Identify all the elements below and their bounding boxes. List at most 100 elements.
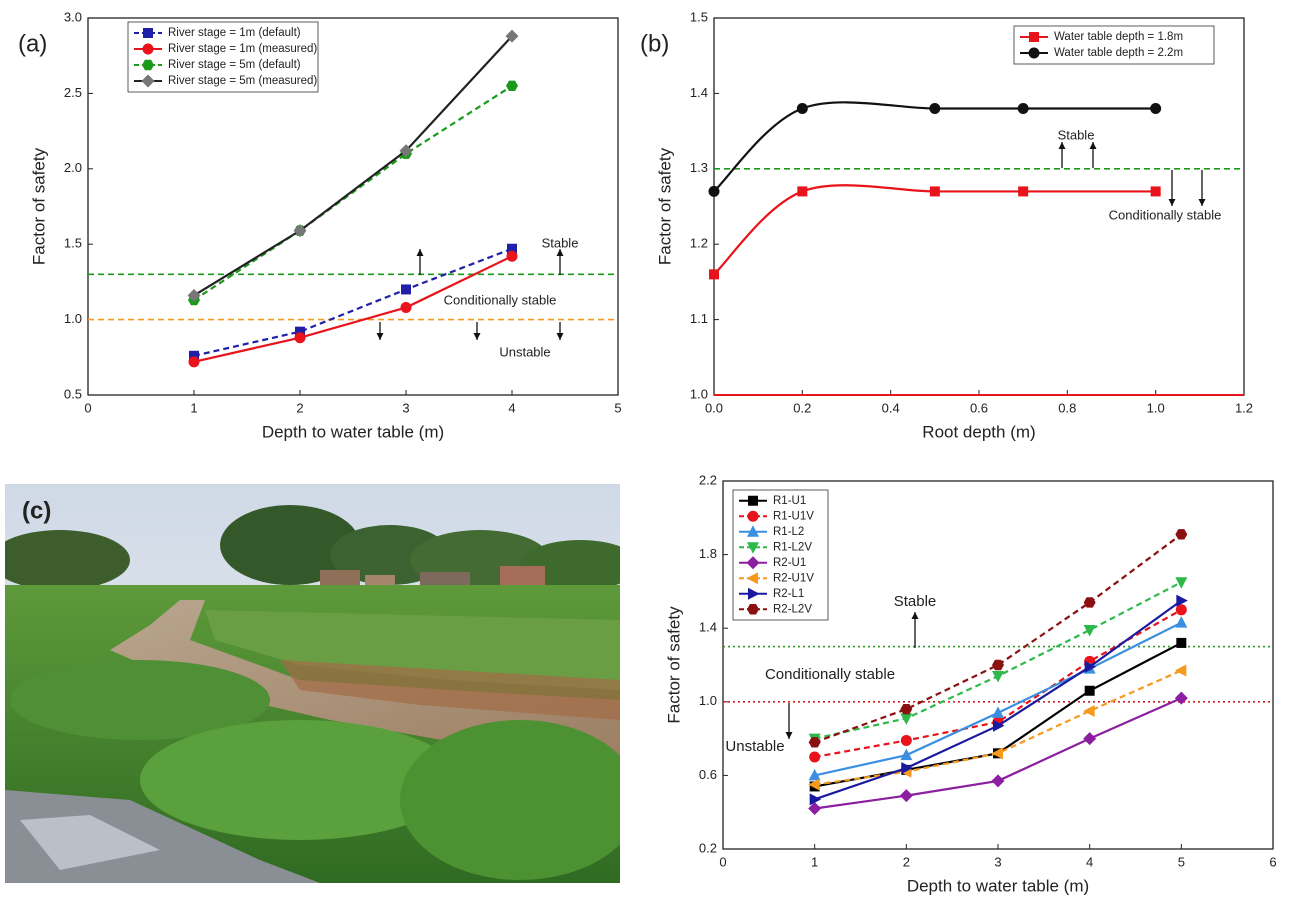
legend-marker: [746, 556, 760, 570]
arrow-head: [1089, 142, 1097, 149]
marker: [992, 659, 1004, 671]
panel-label: (c): [22, 497, 51, 524]
legend-label: River stage = 1m (default): [168, 27, 301, 39]
y-tick-label: 3.0: [64, 9, 82, 24]
marker: [1083, 732, 1097, 746]
x-tick-label: 0.8: [1058, 400, 1076, 415]
legend: R1-U1 R1-U1V R1-L2 R1-L2V R2-U1 R2-U1V R2-L1 R2…: [732, 489, 829, 621]
marker: [709, 269, 719, 280]
annotation: Unstable: [499, 344, 550, 359]
marker: [507, 243, 517, 254]
marker: [505, 29, 519, 43]
marker: [708, 185, 720, 197]
y-tick-label: 1.0: [64, 311, 82, 326]
series-line: [814, 533, 1182, 744]
x-tick-label: 1.2: [1235, 400, 1253, 415]
arrow-head: [1198, 199, 1206, 206]
legend-marker: [141, 74, 155, 88]
x-axis-label: Depth to water table (m): [262, 422, 444, 441]
y-axis-label: Factor of safety: [664, 606, 683, 724]
y-tick-label: 1.4: [690, 85, 708, 100]
y-tick-label: 0.5: [64, 386, 82, 401]
panel-label: (a): [18, 30, 47, 57]
arrow: [1168, 170, 1176, 206]
marker: [1083, 597, 1096, 608]
annotation: Stable: [894, 593, 937, 610]
marker: [294, 332, 306, 344]
arrow-head: [556, 249, 564, 256]
marker: [1150, 186, 1161, 197]
y-tick-label: 1.1: [690, 311, 708, 326]
legend-label: R2-L1: [773, 588, 804, 600]
x-tick-label: 0.2: [793, 400, 811, 415]
annotation: Conditionally stable: [765, 666, 895, 683]
series-line: [193, 247, 513, 357]
arrow-head: [785, 732, 793, 739]
arrow: [1089, 142, 1097, 168]
x-tick-label: 0: [719, 854, 726, 869]
legend-label: R1-L2V: [773, 541, 812, 553]
marker: [400, 302, 412, 314]
marker: [809, 793, 822, 806]
marker: [929, 102, 941, 114]
marker: [808, 778, 820, 791]
marker: [797, 186, 808, 197]
marker: [1017, 102, 1029, 114]
marker: [1084, 660, 1097, 673]
marker: [808, 802, 822, 816]
legend-marker: [142, 59, 154, 71]
arrow-head: [556, 333, 564, 340]
y-tick-label: 1.4: [699, 620, 717, 635]
arrow: [1058, 142, 1066, 168]
legend-marker: [142, 43, 154, 55]
marker: [991, 774, 1005, 788]
x-tick-label: 2: [903, 854, 910, 869]
marker: [900, 713, 913, 725]
marker: [1083, 705, 1095, 717]
x-tick-label: 0: [84, 400, 91, 415]
legend: Water table depth = 1.8m Water table dept…: [1013, 25, 1215, 65]
marker: [1175, 577, 1188, 589]
marker: [1150, 102, 1162, 114]
marker: [506, 250, 518, 262]
y-tick-label: 1.5: [64, 236, 82, 251]
arrow: [376, 322, 384, 340]
marker: [796, 102, 808, 114]
marker: [929, 186, 940, 197]
x-axis-label: Depth to water table (m): [907, 876, 1089, 895]
annotation: Conditionally stable: [444, 292, 557, 307]
marker: [899, 789, 913, 803]
legend-label: R2-U1: [773, 557, 806, 569]
annotation: Conditionally stable: [1109, 207, 1222, 222]
marker: [399, 144, 413, 158]
y-tick-label: 0.6: [699, 767, 717, 782]
marker: [991, 747, 1003, 760]
x-tick-label: 0.0: [705, 400, 723, 415]
legend-label: R2-U1V: [773, 572, 814, 584]
plot-frame: [87, 17, 619, 396]
marker: [187, 288, 201, 302]
marker: [1084, 685, 1095, 696]
marker: [1083, 625, 1096, 637]
series-line: [193, 84, 513, 301]
x-axis-label: Root depth (m): [922, 422, 1035, 441]
arrow: [556, 322, 564, 340]
legend-marker: [748, 587, 760, 600]
x-tick-label: 5: [614, 400, 621, 415]
x-tick-label: 1: [811, 854, 818, 869]
series-line: [193, 35, 513, 297]
y-axis-label: Factor of safety: [655, 147, 674, 265]
x-tick-label: 0.6: [970, 400, 988, 415]
legend-marker: [143, 28, 153, 38]
y-tick-label: 1.0: [690, 386, 708, 401]
x-tick-label: 3: [994, 854, 1001, 869]
arrow: [911, 612, 919, 648]
marker: [901, 762, 913, 775]
marker: [1176, 594, 1188, 607]
series-line: [814, 669, 1182, 786]
legend-marker: [1028, 47, 1040, 59]
legend-marker: [747, 604, 759, 615]
legend-marker: [748, 495, 758, 506]
